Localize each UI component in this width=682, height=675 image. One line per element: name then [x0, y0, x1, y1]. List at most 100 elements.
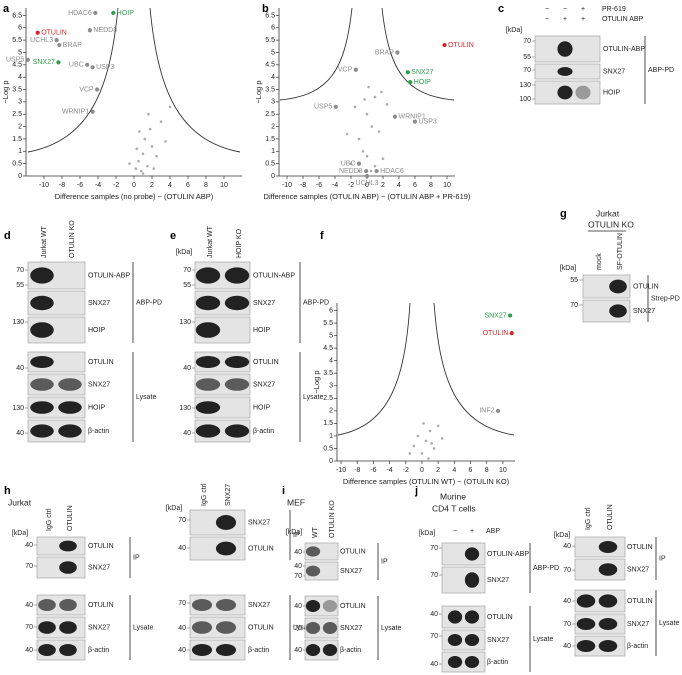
blot-band	[215, 644, 237, 656]
blot-band	[598, 618, 618, 630]
lane-label: Jurkat WT	[41, 225, 48, 258]
blot-band	[224, 378, 250, 391]
point-label: WRNIP1	[62, 109, 89, 116]
background-point	[168, 105, 172, 109]
blot-band	[215, 515, 237, 530]
x-tick-label: 8	[485, 467, 489, 474]
x-tick-label: 0	[132, 182, 136, 189]
x-tick-label: 4	[397, 182, 401, 189]
background-point	[381, 157, 385, 161]
kda-marker: 40	[183, 365, 191, 372]
background-point	[137, 159, 140, 163]
group-label: ABP-PD	[533, 565, 559, 572]
kda-marker: 40	[178, 625, 186, 632]
blot-band	[30, 267, 54, 284]
kda-marker: 70	[16, 267, 24, 274]
treatment-mark: −	[545, 6, 549, 13]
kda-marker: 40	[563, 543, 571, 550]
row-label: OTULIN	[253, 359, 279, 366]
row-label: OTULIN	[248, 624, 274, 631]
y-tick-label: 4.5	[12, 62, 22, 69]
group-label: ABP-PD	[303, 299, 329, 306]
highlight-point	[395, 50, 400, 55]
group-label: Lysate	[136, 394, 156, 401]
highlight-point	[408, 80, 413, 85]
treatment-label: ABP	[486, 528, 500, 535]
x-tick-label: 0	[420, 467, 424, 474]
blot-band	[38, 644, 56, 656]
threshold-curve	[27, 7, 119, 153]
treatment-mark: −	[453, 528, 457, 535]
blot-band	[195, 356, 221, 368]
x-tick-label: -10	[336, 467, 346, 474]
kda-marker: 70	[294, 625, 302, 632]
row-label: SNX27	[487, 577, 509, 584]
highlight-point	[353, 67, 358, 72]
y-axis-label: −Log p	[312, 370, 321, 393]
y-tick-label: 6	[18, 25, 22, 32]
lane-label: OTULIN	[67, 505, 74, 531]
group-label: IP	[293, 532, 300, 539]
row-label: HOIP	[253, 327, 270, 334]
row-label: OTULIN	[248, 545, 274, 552]
y-tick-label: 3	[329, 383, 333, 390]
blot-band	[195, 267, 221, 284]
row-label: SNX27	[248, 602, 270, 609]
treatment-mark: +	[581, 6, 585, 13]
panel-label: c	[498, 3, 504, 15]
blot-band	[195, 322, 221, 338]
background-point	[373, 95, 377, 99]
highlight-point	[442, 42, 447, 48]
kda-marker: 55	[16, 282, 24, 289]
lane-label: IgG ctrl	[585, 507, 592, 530]
x-tick-label: -4	[386, 467, 392, 474]
x-tick-label: -4	[332, 182, 338, 189]
blot-band	[598, 541, 618, 553]
point-label: SNX27	[411, 69, 433, 76]
y-tick-label: 6.5	[12, 12, 22, 19]
blot-band	[598, 640, 618, 652]
group-label: Lysate	[133, 624, 153, 631]
background-point	[357, 169, 361, 173]
x-tick-label: 6	[469, 467, 473, 474]
background-point	[430, 442, 433, 445]
y-tick-label: 1.5	[265, 136, 275, 143]
lane-label: IgG ctrl	[46, 508, 53, 531]
blot-band	[464, 610, 480, 624]
point-label: HDAC6	[380, 168, 404, 175]
kda-marker: 40	[563, 643, 571, 650]
point-label: HOIP	[414, 79, 431, 86]
point-label: BRAP	[375, 49, 394, 56]
row-label: OTULIN	[340, 548, 366, 555]
kda-marker: 40	[25, 602, 33, 609]
highlight-point	[364, 168, 369, 174]
blot-band	[557, 85, 573, 100]
kda-marker: 40	[25, 542, 33, 549]
blot-band	[215, 599, 237, 611]
blot-band	[576, 640, 596, 652]
blot-band	[322, 644, 338, 656]
kda-marker: 70	[430, 633, 438, 640]
kda-marker: 40	[294, 603, 302, 610]
row-label: OTULIN	[627, 544, 653, 551]
row-label: OTULIN-ABP	[253, 272, 295, 279]
panel-heading: Jurkat	[596, 208, 620, 218]
row-label: SNX27	[487, 637, 509, 644]
kda-header: [kDa]	[560, 265, 576, 272]
kda-marker: 40	[563, 598, 571, 605]
kda-marker: 70	[570, 302, 578, 309]
kda-marker: 40	[294, 549, 302, 556]
row-label: HOIP	[603, 89, 620, 96]
y-tick-label: 1	[329, 433, 333, 440]
point-label: VCP	[338, 67, 353, 74]
highlight-point	[90, 65, 95, 70]
x-tick-label: 10	[443, 182, 451, 189]
highlight-point	[405, 70, 410, 75]
x-tick-label: -2	[113, 182, 119, 189]
x-tick-label: -4	[95, 182, 101, 189]
background-point	[146, 164, 149, 168]
row-label: β-actin	[253, 428, 274, 435]
y-tick-label: 3	[271, 99, 275, 106]
kda-marker: 100	[519, 96, 531, 103]
